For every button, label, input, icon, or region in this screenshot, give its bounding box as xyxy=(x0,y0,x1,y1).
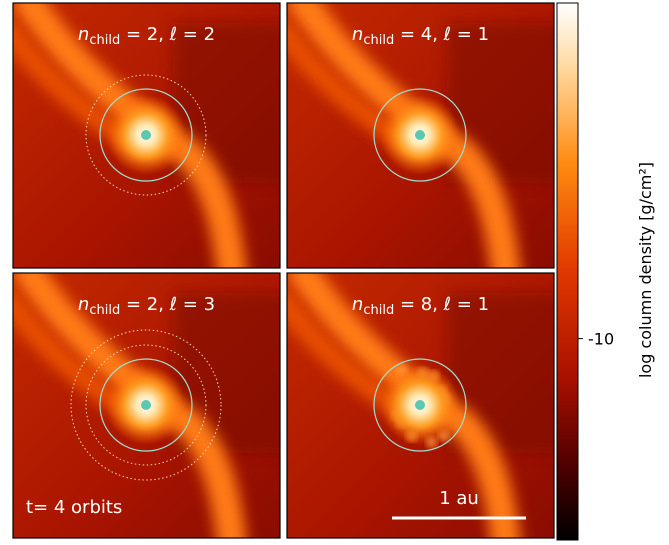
title-sub: child xyxy=(363,303,394,318)
panel: nchild = 4, ℓ = 1 xyxy=(277,0,567,283)
title-var: n xyxy=(352,24,363,45)
scale-bar-label: 1 au xyxy=(439,488,479,509)
title-sub: child xyxy=(363,33,394,48)
colorbar-tick-label: -10 xyxy=(588,330,614,349)
panel: nchild = 2, ℓ = 3 t= 4 orbits xyxy=(3,263,293,541)
title-rest: = 8, ℓ = 1 xyxy=(394,294,489,315)
sink-particle xyxy=(415,400,425,410)
colorbar-label: log column density [g/cm²] xyxy=(636,162,655,378)
title-sub: child xyxy=(89,303,120,318)
colorbar: -10 log column density [g/cm²] xyxy=(557,3,655,540)
title-sub: child xyxy=(89,33,120,48)
sink-particle xyxy=(415,130,425,140)
title-rest: = 2, ℓ = 3 xyxy=(120,294,215,315)
title-var: n xyxy=(78,24,89,45)
page: {"panels": [ {"title": {"var": "n", "sub… xyxy=(0,0,669,541)
colorbar-gradient xyxy=(557,3,578,540)
time-label: t= 4 orbits xyxy=(26,497,122,518)
title-rest: = 4, ℓ = 1 xyxy=(394,24,489,45)
title-var: n xyxy=(78,294,89,315)
panel: nchild = 2, ℓ = 2 xyxy=(3,0,293,283)
sink-particle xyxy=(141,130,151,140)
figure: nchild = 2, ℓ = 2nchild = 4, ℓ = 1nchild… xyxy=(0,0,669,541)
sink-particle xyxy=(141,400,151,410)
panel: nchild = 8, ℓ = 1 1 au xyxy=(277,263,567,541)
title-var: n xyxy=(352,294,363,315)
title-rest: = 2, ℓ = 2 xyxy=(120,24,215,45)
